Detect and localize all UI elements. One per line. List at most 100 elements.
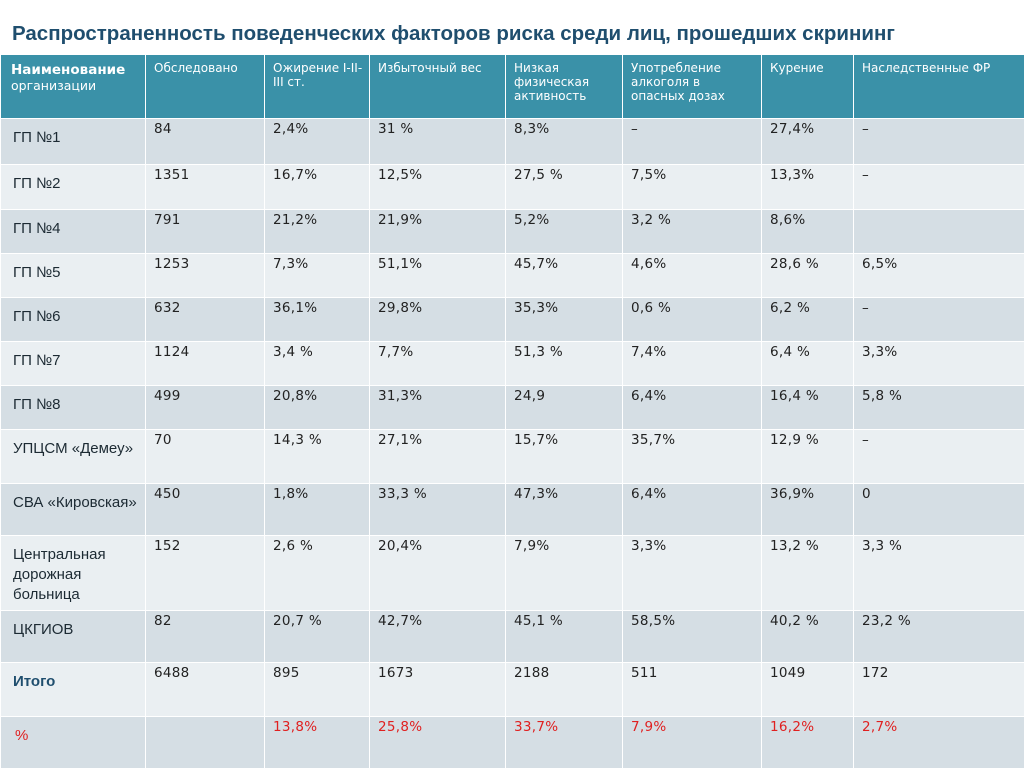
hereditary-cell: 3,3 % (854, 536, 1024, 611)
examined-cell: 6488 (146, 663, 265, 717)
alcohol-cell: 6,4% (623, 484, 762, 536)
organization-name-cell: ГП №1 (1, 119, 146, 165)
low-activity-cell: 5,2% (506, 210, 623, 254)
obesity-cell: 16,7% (265, 165, 370, 210)
organization-name-cell: СВА «Кировская» (1, 484, 146, 536)
overweight-cell: 51,1% (370, 254, 506, 298)
alcohol-cell: 4,6% (623, 254, 762, 298)
overweight-cell: 1673 (370, 663, 506, 717)
alcohol-cell: 0,6 % (623, 298, 762, 342)
overweight-cell: 33,3 % (370, 484, 506, 536)
obesity-cell: 13,8% (265, 717, 370, 769)
header-low-activity: Низкая физическая активность (506, 55, 623, 119)
header-organization-sub: организации (11, 78, 139, 93)
organization-name-cell: ГП №8 (1, 386, 146, 430)
obesity-cell: 20,8% (265, 386, 370, 430)
low-activity-cell: 51,3 % (506, 342, 623, 386)
overweight-cell: 21,9% (370, 210, 506, 254)
header-overweight: Избыточный вес (370, 55, 506, 119)
obesity-cell: 2,4% (265, 119, 370, 165)
alcohol-cell: 7,9% (623, 717, 762, 769)
alcohol-cell: 511 (623, 663, 762, 717)
obesity-cell: 3,4 % (265, 342, 370, 386)
hereditary-cell: 5,8 % (854, 386, 1024, 430)
alcohol-cell: 58,5% (623, 611, 762, 663)
organization-name-cell: ГП №4 (1, 210, 146, 254)
hereditary-cell: 2,7% (854, 717, 1024, 769)
smoking-cell: 6,2 % (762, 298, 854, 342)
smoking-cell: 13,2 % (762, 536, 854, 611)
page-title: Распространенность поведенческих факторо… (12, 22, 895, 46)
table-percent-row: %13,8%25,8%33,7%7,9%16,2%2,7% (1, 717, 1024, 769)
alcohol-cell: – (623, 119, 762, 165)
examined-cell: 152 (146, 536, 265, 611)
overweight-cell: 31,3% (370, 386, 506, 430)
smoking-cell: 36,9% (762, 484, 854, 536)
hereditary-cell: – (854, 298, 1024, 342)
examined-cell: 1351 (146, 165, 265, 210)
header-obesity: Ожирение I-II-III ст. (265, 55, 370, 119)
low-activity-cell: 24,9 (506, 386, 623, 430)
overweight-cell: 20,4% (370, 536, 506, 611)
examined-cell: 82 (146, 611, 265, 663)
smoking-cell: 16,4 % (762, 386, 854, 430)
low-activity-cell: 27,5 % (506, 165, 623, 210)
header-hereditary: Наследственные ФР (854, 55, 1024, 119)
low-activity-cell: 47,3% (506, 484, 623, 536)
header-organization-main: Наименование (11, 63, 139, 78)
alcohol-cell: 7,5% (623, 165, 762, 210)
low-activity-cell: 45,7% (506, 254, 623, 298)
organization-name-cell: УПЦСМ «Демеу» (1, 430, 146, 484)
hereditary-cell: 6,5% (854, 254, 1024, 298)
organization-name-cell: Итого (1, 663, 146, 717)
hereditary-cell: 0 (854, 484, 1024, 536)
smoking-cell: 13,3% (762, 165, 854, 210)
examined-cell: 632 (146, 298, 265, 342)
low-activity-cell: 33,7% (506, 717, 623, 769)
examined-cell: 1124 (146, 342, 265, 386)
overweight-cell: 31 % (370, 119, 506, 165)
overweight-cell: 27,1% (370, 430, 506, 484)
alcohol-cell: 35,7% (623, 430, 762, 484)
alcohol-cell: 7,4% (623, 342, 762, 386)
examined-cell: 1253 (146, 254, 265, 298)
examined-cell (146, 717, 265, 769)
smoking-cell: 1049 (762, 663, 854, 717)
header-smoking: Курение (762, 55, 854, 119)
overweight-cell: 29,8% (370, 298, 506, 342)
overweight-cell: 42,7% (370, 611, 506, 663)
hereditary-cell (854, 210, 1024, 254)
organization-name-cell: ГП №2 (1, 165, 146, 210)
obesity-cell: 20,7 % (265, 611, 370, 663)
examined-cell: 84 (146, 119, 265, 165)
smoking-cell: 16,2% (762, 717, 854, 769)
obesity-cell: 7,3% (265, 254, 370, 298)
hereditary-cell: 3,3% (854, 342, 1024, 386)
obesity-cell: 2,6 % (265, 536, 370, 611)
table-header-row: Наименование организации Обследовано Ожи… (1, 55, 1024, 119)
risk-factors-table: Наименование организации Обследовано Ожи… (0, 54, 1024, 769)
overweight-cell: 25,8% (370, 717, 506, 769)
overweight-cell: 7,7% (370, 342, 506, 386)
organization-name-cell: Центральная дорожная больница (1, 536, 146, 611)
low-activity-cell: 15,7% (506, 430, 623, 484)
header-examined: Обследовано (146, 55, 265, 119)
examined-cell: 70 (146, 430, 265, 484)
examined-cell: 791 (146, 210, 265, 254)
obesity-cell: 36,1% (265, 298, 370, 342)
hereditary-cell: – (854, 165, 1024, 210)
hereditary-cell: – (854, 430, 1024, 484)
low-activity-cell: 35,3% (506, 298, 623, 342)
alcohol-cell: 6,4% (623, 386, 762, 430)
alcohol-cell: 3,3% (623, 536, 762, 611)
